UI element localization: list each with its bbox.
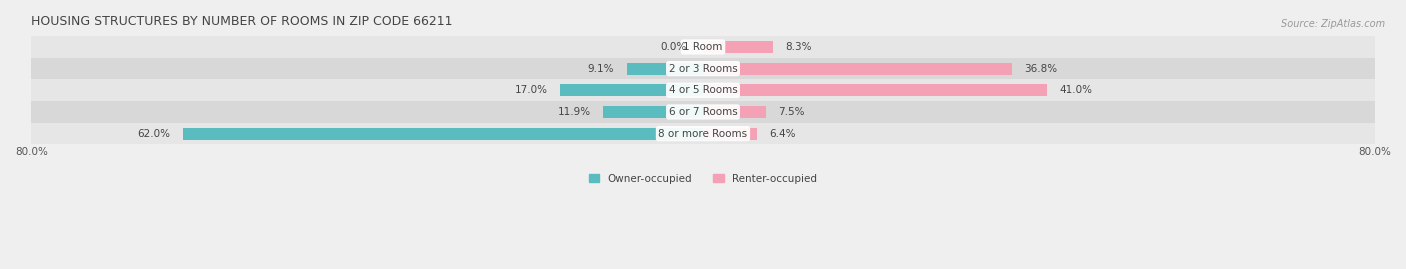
- Text: 2 or 3 Rooms: 2 or 3 Rooms: [669, 64, 737, 74]
- Text: 17.0%: 17.0%: [515, 85, 548, 95]
- Text: 4 or 5 Rooms: 4 or 5 Rooms: [669, 85, 737, 95]
- Text: HOUSING STRUCTURES BY NUMBER OF ROOMS IN ZIP CODE 66211: HOUSING STRUCTURES BY NUMBER OF ROOMS IN…: [31, 15, 453, 28]
- Text: 6.4%: 6.4%: [769, 129, 796, 139]
- Text: 41.0%: 41.0%: [1060, 85, 1092, 95]
- Text: 11.9%: 11.9%: [557, 107, 591, 117]
- Bar: [703, 41, 773, 53]
- Text: 6 or 7 Rooms: 6 or 7 Rooms: [669, 107, 737, 117]
- Bar: [31, 36, 1375, 58]
- Bar: [703, 84, 1047, 96]
- Bar: [627, 63, 703, 75]
- Text: 36.8%: 36.8%: [1025, 64, 1057, 74]
- Text: 8 or more Rooms: 8 or more Rooms: [658, 129, 748, 139]
- Text: 7.5%: 7.5%: [779, 107, 806, 117]
- Bar: [31, 79, 1375, 101]
- Bar: [561, 84, 703, 96]
- Bar: [703, 128, 756, 140]
- Bar: [603, 106, 703, 118]
- Text: 0.0%: 0.0%: [659, 42, 686, 52]
- Bar: [31, 58, 1375, 79]
- Legend: Owner-occupied, Renter-occupied: Owner-occupied, Renter-occupied: [585, 170, 821, 188]
- Text: 1 Room: 1 Room: [683, 42, 723, 52]
- Bar: [183, 128, 703, 140]
- Bar: [31, 101, 1375, 123]
- Bar: [703, 63, 1012, 75]
- Bar: [703, 106, 766, 118]
- Text: 8.3%: 8.3%: [786, 42, 811, 52]
- Text: 9.1%: 9.1%: [588, 64, 614, 74]
- Bar: [31, 123, 1375, 144]
- Text: Source: ZipAtlas.com: Source: ZipAtlas.com: [1281, 19, 1385, 29]
- Text: 62.0%: 62.0%: [136, 129, 170, 139]
